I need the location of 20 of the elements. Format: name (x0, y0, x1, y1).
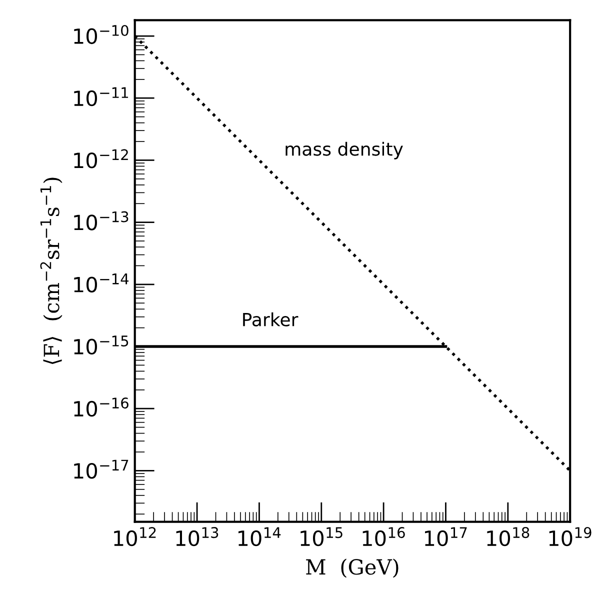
y-tick-label: 10$^{−11}$ (74, 87, 128, 106)
y-tick-label: 10$^{−10}$ (74, 24, 128, 44)
x-axis-title: M (GeV) (306, 558, 398, 578)
y-tick-label: 10$^{−12}$ (74, 149, 128, 168)
x-tick-label: 10$^{18}$ (487, 527, 530, 546)
y-axis-title: ⟨F⟩ (cm$^{−2}$sr$^{−1}$s$^{−1}$) (40, 178, 62, 364)
y-tick-label: 10$^{−16}$ (74, 398, 128, 417)
x-tick-label: 10$^{17}$ (425, 527, 467, 546)
x-tick-label: 10$^{12}$ (114, 527, 156, 546)
x-tick-label: 10$^{13}$ (176, 527, 218, 546)
series-label: Parker (243, 312, 298, 326)
y-tick-label: 10$^{−14}$ (74, 274, 129, 292)
y-tick-label: 10$^{−13}$ (74, 211, 128, 230)
y-tick-label: 10$^{−15}$ (74, 336, 128, 355)
y-tick-label: 10$^{−17}$ (74, 460, 128, 479)
x-tick-label: 10$^{14}$ (238, 527, 281, 546)
series-label: mass density (286, 142, 403, 160)
x-tick-label: 10$^{15}$ (300, 527, 342, 546)
x-tick-label: 10$^{19}$ (549, 527, 592, 546)
x-tick-label: 10$^{16}$ (362, 527, 405, 546)
